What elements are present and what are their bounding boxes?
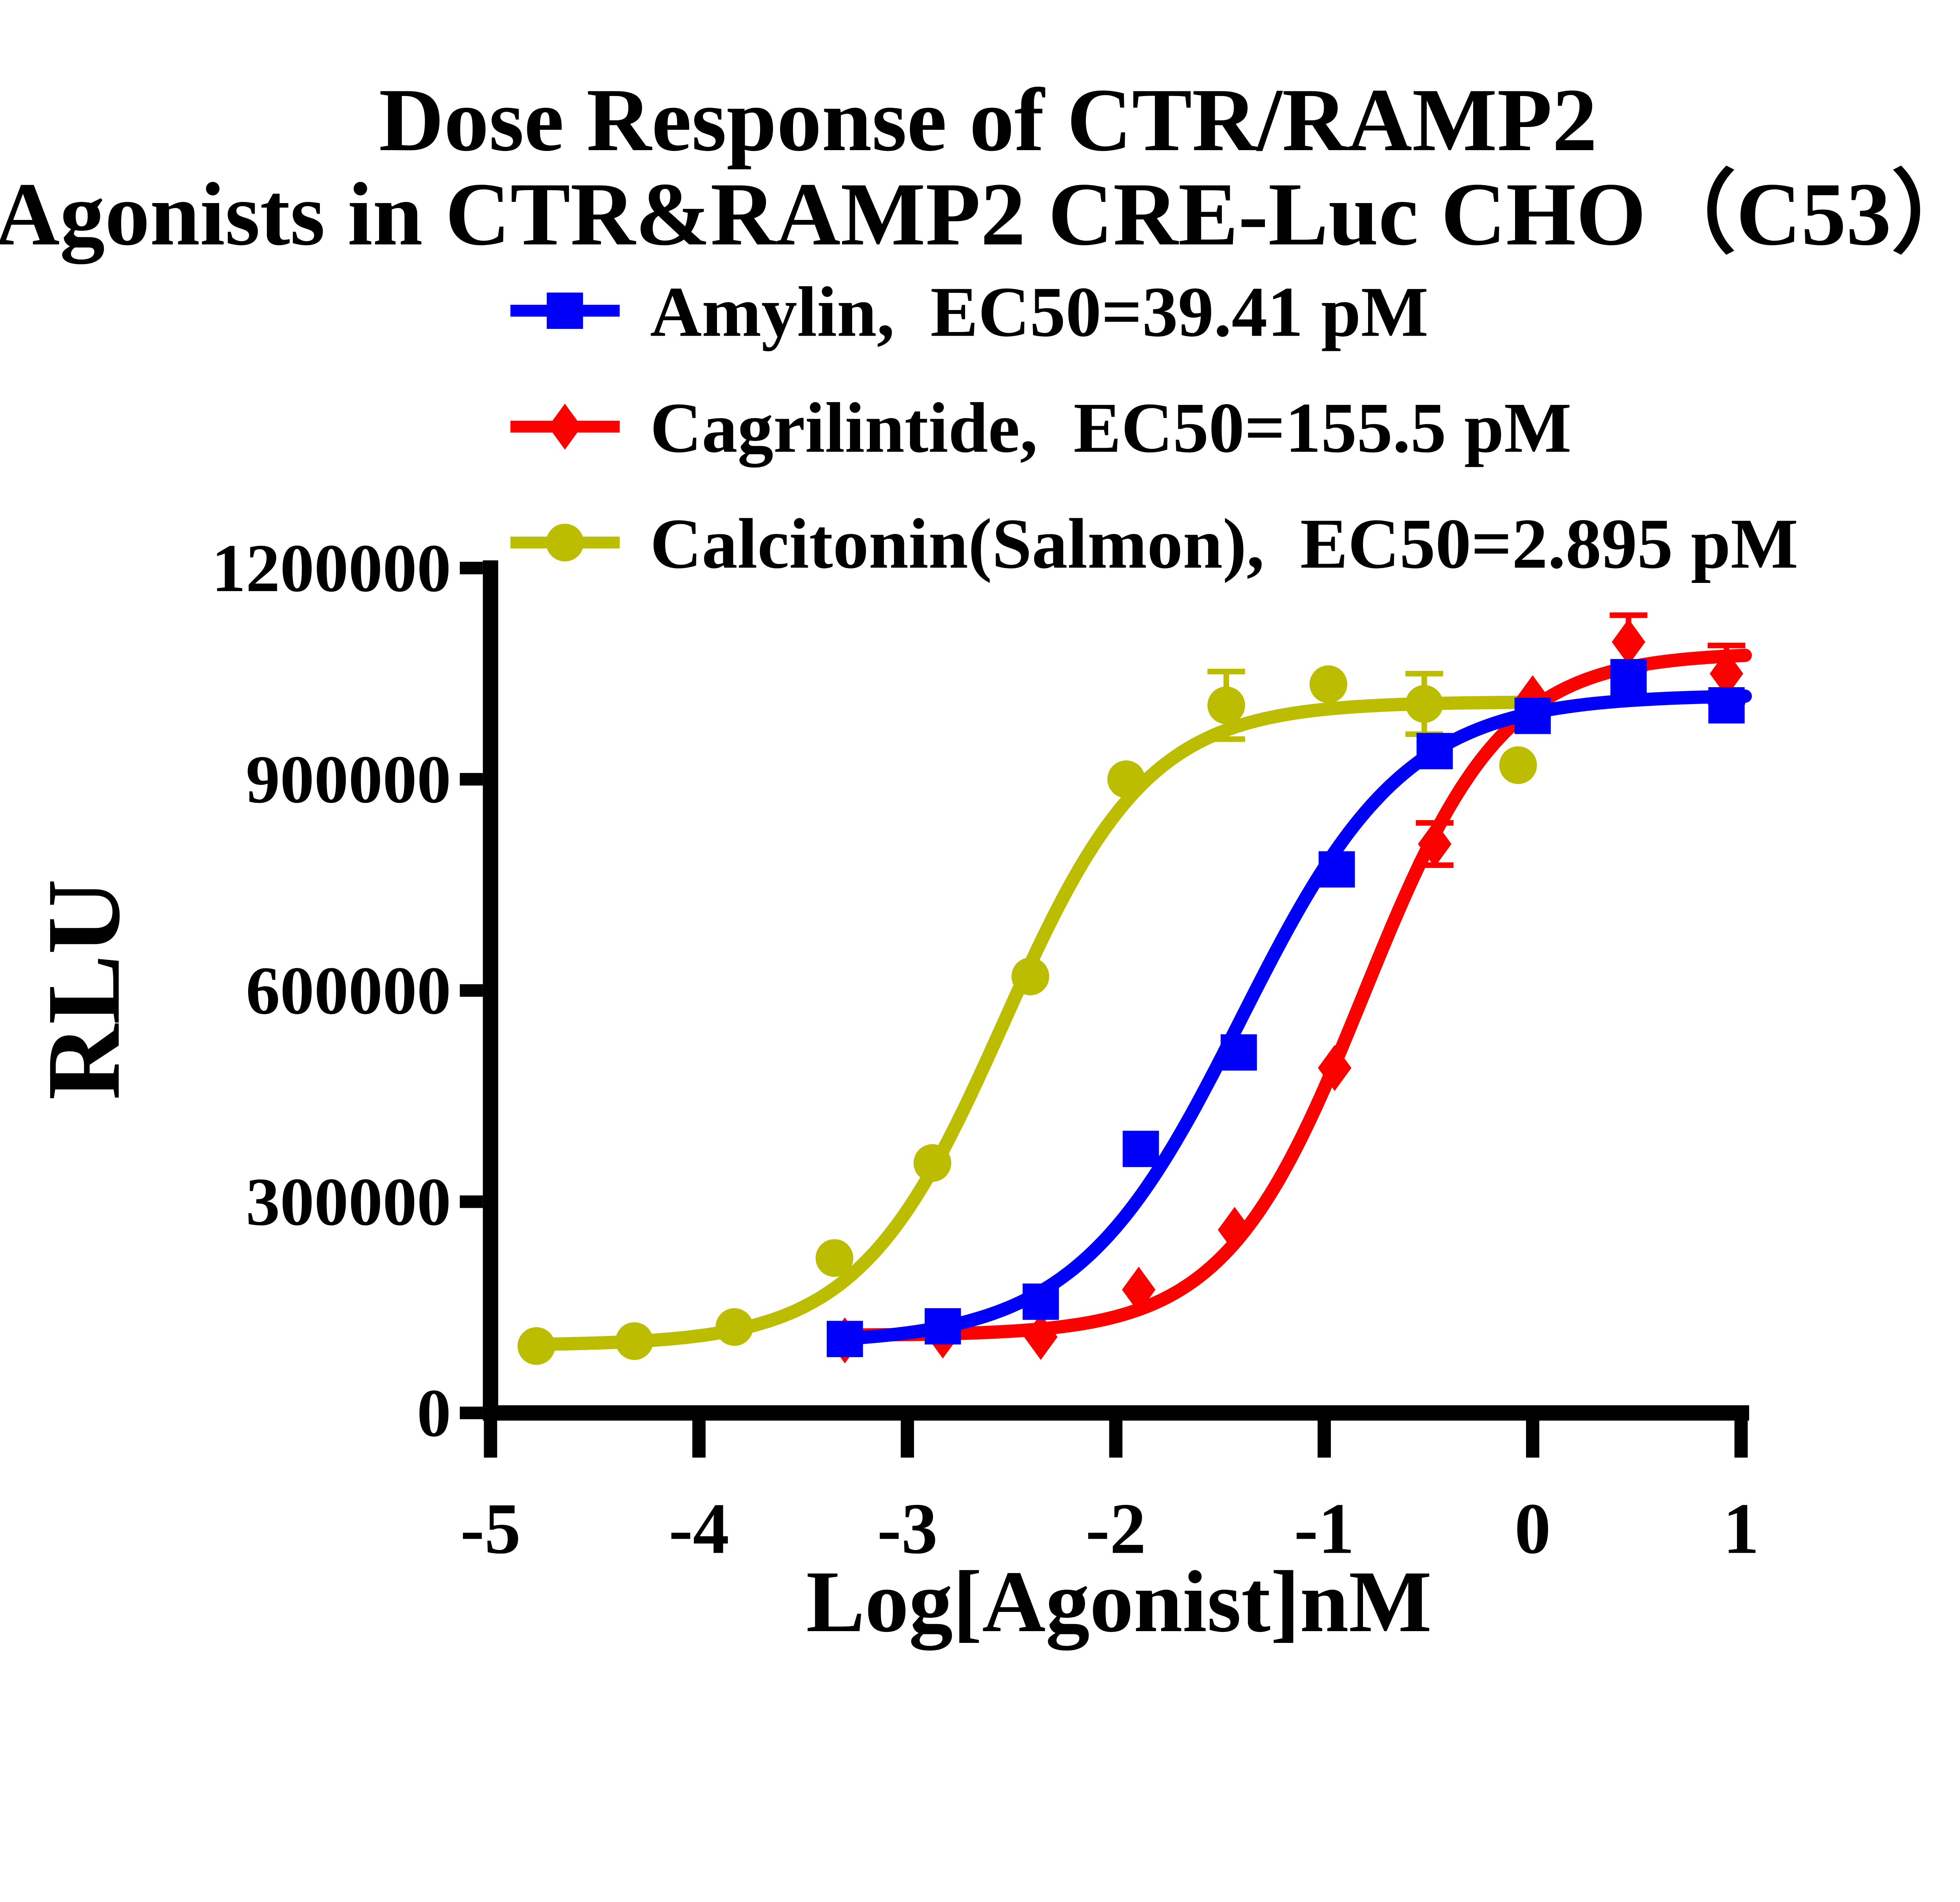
- legend-marker-symbol: [548, 403, 582, 450]
- legend-item-calcitonin: Calcitonin(Salmon), EC50=2.895 pM: [510, 504, 1798, 583]
- legend-label-amylin: Amylin, EC50=39.41 pM: [650, 272, 1428, 352]
- y-tick: [459, 1407, 483, 1419]
- x-tick-label: -3: [877, 1489, 938, 1569]
- x-tick: [1109, 1420, 1123, 1458]
- x-tick: [900, 1420, 914, 1458]
- x-axis-line: [483, 1405, 1749, 1421]
- data-point-marker: [1011, 957, 1049, 995]
- y-tick: [459, 1195, 483, 1208]
- data-point-marker: [715, 1308, 753, 1346]
- x-tick-label: -5: [460, 1489, 521, 1569]
- y-tick-label: 900000: [246, 741, 451, 817]
- dose-response-chart: Dose Response of CTR/RAMP2 Agonists in C…: [0, 69, 1960, 1651]
- data-point-marker: [1107, 760, 1145, 798]
- legend-label-calcitonin: Calcitonin(Salmon), EC50=2.895 pM: [650, 504, 1798, 583]
- y-tick: [459, 984, 483, 997]
- legend-marker-square-icon: [510, 292, 620, 329]
- legend-label-cagrilintide: Cagrilintide, EC50=155.5 pM: [650, 388, 1572, 467]
- x-tick-label: -4: [669, 1489, 729, 1569]
- x-tick-label: 1: [1723, 1489, 1759, 1569]
- data-point-marker: [1418, 821, 1452, 867]
- x-tick-label: -1: [1294, 1489, 1354, 1569]
- y-axis-line: [483, 560, 498, 1421]
- y-tick-label: 300000: [246, 1163, 451, 1240]
- legend-marker-circle-icon: [510, 523, 620, 562]
- y-axis-title: RLU: [25, 879, 142, 1100]
- data-point-marker: [1022, 1283, 1059, 1320]
- y-tick: [459, 773, 483, 786]
- data-point-marker: [1612, 619, 1646, 665]
- data-point-marker: [815, 1239, 853, 1277]
- x-tick: [1526, 1420, 1539, 1458]
- legend-item-amylin: Amylin, EC50=39.41 pM: [510, 272, 1428, 352]
- x-tick: [1734, 1420, 1748, 1458]
- x-axis-title: Log[Agonist]nM: [806, 1553, 1432, 1651]
- data-point-marker: [615, 1322, 653, 1360]
- data-point-marker: [1218, 1207, 1252, 1253]
- x-tick-label: -2: [1085, 1489, 1146, 1569]
- x-tick: [692, 1420, 706, 1458]
- data-point-marker: [1405, 685, 1443, 723]
- axis-ticks: -5 -4 -3 -2 -1 0 1 0 300000 600000 900000 1200000: [212, 530, 1759, 1569]
- y-tick-label: 600000: [246, 952, 451, 1028]
- data-point-marker: [913, 1144, 951, 1182]
- x-tick-label: 0: [1515, 1489, 1551, 1569]
- data-point-marker: [1207, 686, 1245, 724]
- data-point-marker: [1122, 1131, 1159, 1167]
- fit-curve: [838, 689, 1752, 1345]
- data-point-marker: [1220, 1034, 1257, 1071]
- data-point-marker: [1024, 1314, 1058, 1360]
- x-tick: [1318, 1420, 1331, 1458]
- y-tick: [459, 562, 483, 575]
- chart-title: Dose Response of CTR/RAMP2 Agonists in C…: [0, 70, 1960, 264]
- series-Cagrilintide: [828, 612, 1752, 1364]
- data-point-marker: [1318, 1045, 1352, 1091]
- data-point-marker: [517, 1327, 555, 1365]
- data-point-marker: [1318, 851, 1355, 888]
- axes: -5 -4 -3 -2 -1 0 1 0 300000 600000 900000 1200000: [212, 530, 1759, 1569]
- data-point-marker: [1610, 659, 1647, 695]
- legend-marker-diamond-icon: [510, 403, 620, 450]
- fit-curve: [838, 648, 1752, 1342]
- data-point-marker: [1416, 733, 1453, 770]
- data-point-marker: [1708, 687, 1745, 724]
- legend-marker-symbol: [546, 292, 583, 329]
- chart-title-line2: Agonists in CTR&RAMP2 CRE-Luc CHO（C53）: [0, 164, 1960, 264]
- data-point-marker: [1514, 697, 1551, 734]
- series-Amylin: [826, 659, 1752, 1358]
- data-point-marker: [924, 1308, 961, 1345]
- legend: Amylin, EC50=39.41 pM Cagrilintide, EC50…: [510, 272, 1798, 583]
- data-point-marker: [1710, 650, 1744, 697]
- legend-marker-symbol: [546, 523, 584, 562]
- legend-item-cagrilintide: Cagrilintide, EC50=155.5 pM: [510, 388, 1572, 467]
- plot-area: [517, 612, 1752, 1365]
- y-tick-label: 1200000: [212, 530, 451, 606]
- data-point-marker: [1309, 665, 1347, 703]
- x-tick: [484, 1420, 497, 1458]
- data-point-marker: [1499, 746, 1537, 784]
- data-point-marker: [1122, 1267, 1156, 1313]
- data-point-marker: [826, 1321, 863, 1358]
- y-tick-label: 0: [417, 1375, 451, 1451]
- chart-title-line1: Dose Response of CTR/RAMP2: [379, 70, 1597, 170]
- series-Calcitonin(Salmon): [517, 665, 1537, 1365]
